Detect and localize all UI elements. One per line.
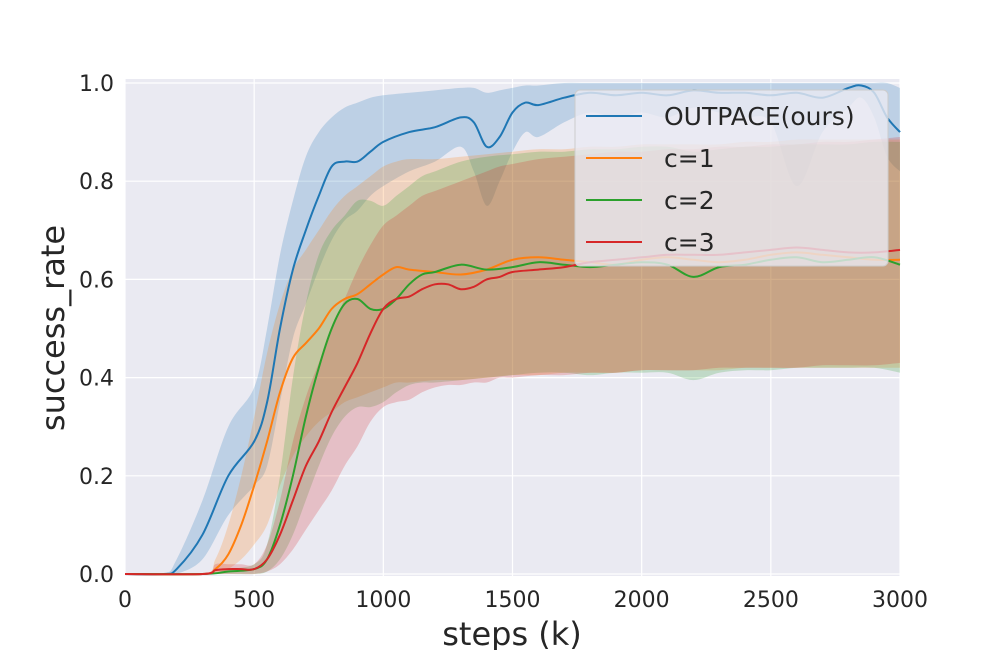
y-tick-label: 0.2 — [79, 465, 114, 490]
y-tick-label: 0.8 — [79, 170, 114, 195]
x-tick-label: 0 — [118, 588, 132, 613]
grid — [124, 79, 901, 576]
x-tick-label: 2500 — [743, 588, 799, 613]
y-tick-label: 0.6 — [79, 268, 114, 293]
band-series-0 — [125, 82, 900, 576]
x-tick-label: 3000 — [872, 588, 928, 613]
y-tick-label: 1.0 — [79, 72, 114, 97]
y-tick-label: 0.4 — [79, 367, 114, 392]
x-tick-label: 1500 — [485, 588, 541, 613]
x-axis-label: steps (k) — [442, 615, 582, 650]
y-tick-labels: 0.0 0.2 0.4 0.6 0.8 1.0 — [79, 72, 114, 588]
y-axis-label: success_rate — [34, 225, 72, 431]
legend-label-3: c=3 — [664, 228, 715, 257]
legend-label-1: c=1 — [664, 144, 715, 173]
x-tick-label: 2000 — [614, 588, 670, 613]
y-tick-label: 0.0 — [79, 563, 114, 588]
legend-label-0: OUTPACE(ours) — [664, 102, 855, 131]
x-tick-labels: 0 500 1000 1500 2000 2500 3000 — [118, 588, 928, 613]
x-tick-label: 500 — [233, 588, 275, 613]
legend-box — [574, 89, 889, 267]
x-tick-label: 1000 — [355, 588, 411, 613]
legend-label-2: c=2 — [664, 186, 715, 215]
legend: OUTPACE(ours) c=1 c=2 c=3 — [574, 89, 889, 267]
